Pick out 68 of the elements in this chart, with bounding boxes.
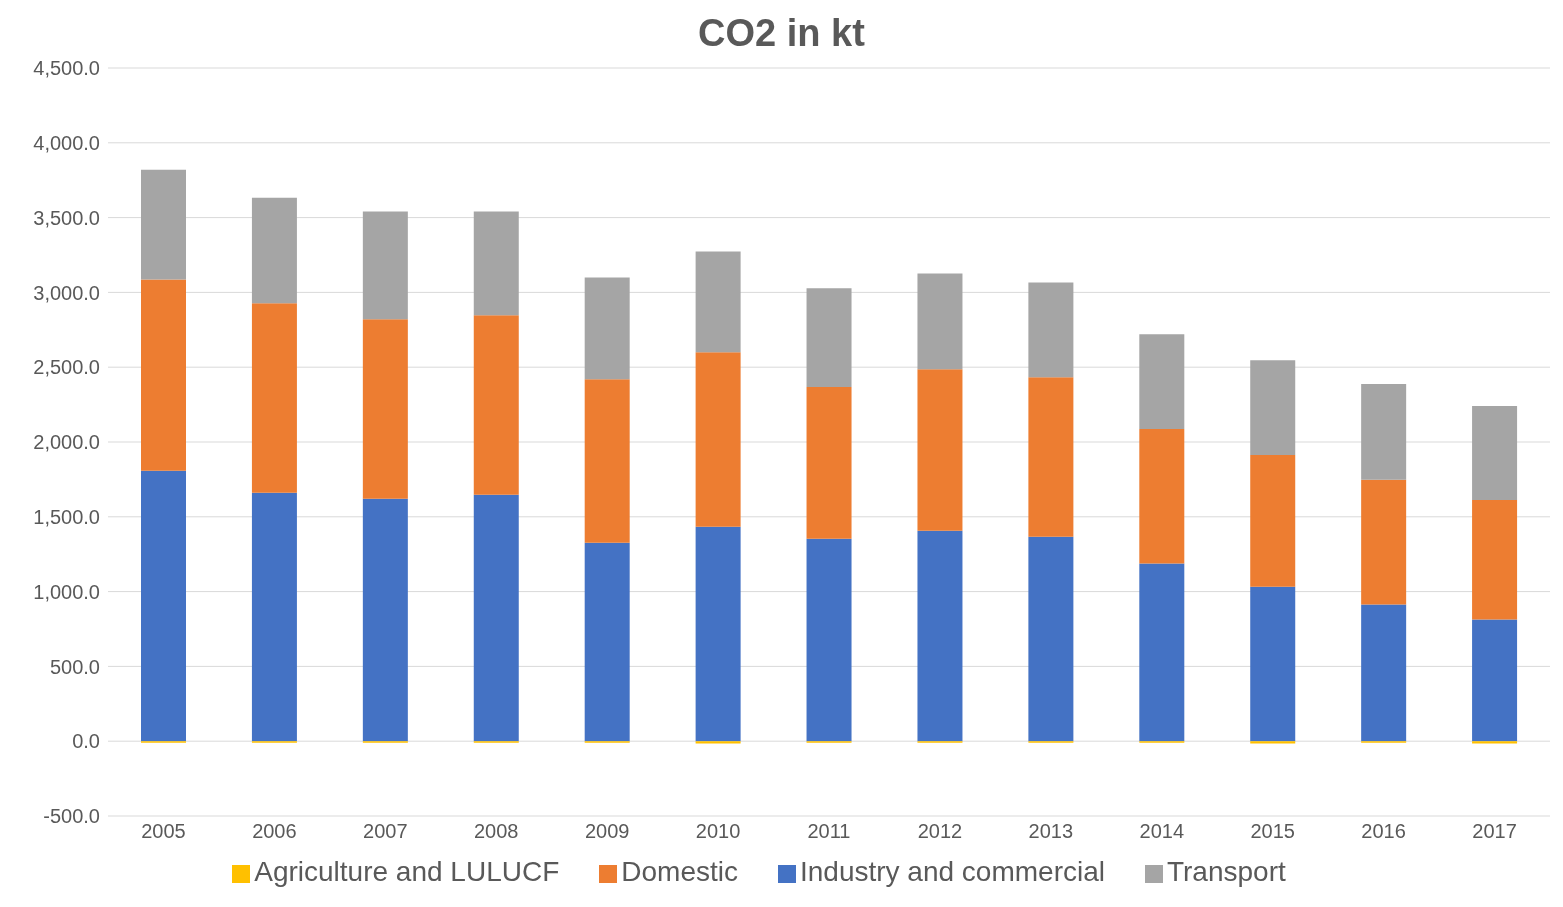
bar: [584, 277, 630, 380]
x-tick-label: 2007: [363, 820, 408, 843]
bar: [1250, 455, 1296, 587]
bar: [806, 288, 852, 388]
chart-title: CO2 in kt: [697, 11, 866, 56]
bar: [917, 273, 963, 370]
y-tick-label: 1,500.0: [33, 505, 100, 528]
bar: [695, 526, 741, 742]
bar: [251, 492, 297, 742]
bar: [1472, 406, 1518, 500]
bar: [1472, 619, 1518, 742]
y-tick-label: 0.0: [72, 730, 100, 753]
bar: [251, 197, 297, 304]
legend-label: Domestic: [621, 856, 738, 887]
legend-label: Transport: [1166, 856, 1286, 887]
legend-label: Agriculture and LULUCF: [254, 856, 560, 887]
bar: [584, 542, 630, 742]
bar: [695, 352, 741, 527]
bar: [141, 470, 186, 742]
bar: [141, 279, 186, 471]
x-tick-label: 2011: [807, 820, 851, 843]
bar: [1361, 479, 1407, 605]
x-tick-label: 2013: [1028, 820, 1074, 843]
y-tick-label: 500.0: [49, 655, 100, 678]
bar: [1250, 586, 1296, 742]
bar: [1028, 282, 1074, 378]
bar: [1361, 604, 1407, 742]
y-tick-label: 1,000.0: [33, 580, 100, 603]
bar: [1472, 499, 1518, 620]
x-tick-label: 2012: [917, 820, 963, 843]
bar: [1361, 384, 1407, 480]
x-tick-label: 2010: [695, 820, 741, 843]
bar: [806, 538, 852, 742]
y-tick-label: 4,000.0: [33, 131, 100, 154]
y-tick-label: 4,500.0: [33, 57, 100, 80]
bar: [917, 369, 963, 531]
x-tick-label: 2005: [141, 820, 186, 843]
bar: [806, 387, 852, 539]
x-tick-label: 2006: [252, 820, 297, 843]
bar: [362, 211, 408, 320]
bar: [917, 530, 963, 742]
y-tick-label: -500.0: [43, 805, 100, 828]
x-tick-label: 2014: [1139, 820, 1185, 843]
y-tick-label: 3,500.0: [33, 206, 100, 229]
x-tick-label: 2009: [584, 820, 630, 843]
legend-label: Industry and commercial: [799, 856, 1105, 887]
bar: [473, 494, 519, 742]
x-tick-label: 2008: [473, 820, 519, 843]
y-tick-label: 2,500.0: [33, 356, 100, 379]
bar: [1139, 334, 1185, 429]
x-tick-label: 2016: [1361, 820, 1406, 843]
bar: [1028, 377, 1074, 537]
bar: [141, 169, 186, 280]
bar: [1250, 360, 1296, 456]
bar: [1139, 563, 1185, 742]
bar: [695, 251, 741, 353]
bar: [473, 211, 519, 316]
y-tick-label: 3,000.0: [33, 281, 100, 304]
bar: [251, 303, 297, 493]
x-tick-label: 2015: [1250, 820, 1295, 843]
bar: [362, 319, 408, 499]
bar: [362, 498, 408, 742]
bar: [584, 379, 630, 543]
bar: [473, 315, 519, 495]
y-tick-label: 2,000.0: [33, 431, 100, 454]
bar: [1028, 536, 1074, 742]
bar: [1139, 428, 1185, 564]
x-tick-label: 2017: [1472, 820, 1517, 843]
